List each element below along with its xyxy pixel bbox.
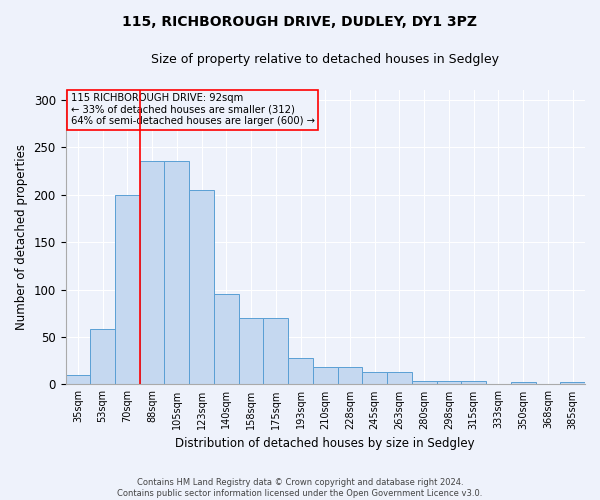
Y-axis label: Number of detached properties: Number of detached properties <box>15 144 28 330</box>
Title: Size of property relative to detached houses in Sedgley: Size of property relative to detached ho… <box>151 52 499 66</box>
Bar <box>338 368 362 384</box>
Bar <box>189 190 214 384</box>
Bar <box>313 368 338 384</box>
Bar <box>511 382 536 384</box>
Text: Contains HM Land Registry data © Crown copyright and database right 2024.
Contai: Contains HM Land Registry data © Crown c… <box>118 478 482 498</box>
Bar <box>560 382 585 384</box>
Bar <box>288 358 313 384</box>
Bar <box>263 318 288 384</box>
Bar <box>65 375 90 384</box>
Text: 115, RICHBOROUGH DRIVE, DUDLEY, DY1 3PZ: 115, RICHBOROUGH DRIVE, DUDLEY, DY1 3PZ <box>122 15 478 29</box>
Bar <box>387 372 412 384</box>
Bar <box>461 380 486 384</box>
Bar <box>90 330 115 384</box>
Bar <box>214 294 239 384</box>
Bar <box>239 318 263 384</box>
Bar <box>140 162 164 384</box>
Text: 115 RICHBOROUGH DRIVE: 92sqm
← 33% of detached houses are smaller (312)
64% of s: 115 RICHBOROUGH DRIVE: 92sqm ← 33% of de… <box>71 93 315 126</box>
Bar <box>412 380 437 384</box>
X-axis label: Distribution of detached houses by size in Sedgley: Distribution of detached houses by size … <box>175 437 475 450</box>
Bar <box>164 162 189 384</box>
Bar <box>362 372 387 384</box>
Bar <box>437 380 461 384</box>
Bar <box>115 194 140 384</box>
